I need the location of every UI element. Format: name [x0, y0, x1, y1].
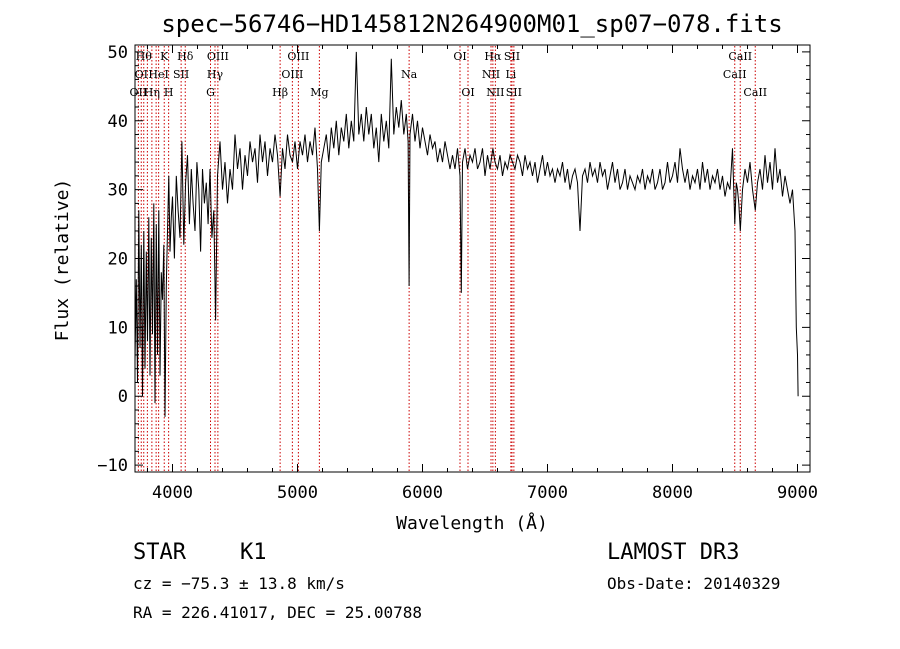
x-tick-label: 6000: [402, 483, 443, 503]
line-marker-label: HeI: [148, 68, 168, 81]
y-tick-label: 30: [108, 181, 128, 201]
line-marker-label: H: [164, 86, 174, 99]
x-tick-label: 5000: [277, 483, 318, 503]
plot-frame: [134, 44, 811, 473]
line-marker-label: Li: [505, 68, 516, 81]
line-marker-label: OI: [453, 50, 466, 63]
x-tick-label: 9000: [777, 483, 818, 503]
line-marker-label: G: [206, 86, 215, 99]
line-marker-label: SII: [173, 68, 189, 81]
object-class: STAR: [133, 540, 186, 565]
x-axis-ticks: 4000 5000 6000 7000 8000 9000: [147, 45, 818, 503]
line-marker-label: Hγ: [207, 68, 224, 81]
x-tick-label: 7000: [527, 483, 568, 503]
line-marker-label: OI: [135, 68, 148, 81]
line-marker-label: SII: [504, 50, 520, 63]
line-marker-label: OI: [461, 86, 474, 99]
y-tick-label: 10: [108, 318, 128, 338]
survey-name: LAMOST DR3: [607, 540, 740, 565]
obs-date: Obs-Date: 20140329: [607, 574, 781, 593]
line-marker-label: Hβ: [272, 86, 288, 99]
y-axis-ticks: −10 0 10 20 30 40 50: [97, 43, 810, 476]
line-marker-label: Hα: [484, 50, 502, 63]
chart-title: spec−56746−HD145812N264900M01_sp07−078.f…: [161, 10, 782, 38]
line-marker-label: NII: [486, 86, 504, 99]
line-marker-label: OIII: [207, 50, 229, 63]
spectrum-line: [134, 51, 799, 417]
y-tick-label: 50: [108, 43, 128, 63]
y-tick-label: 0: [118, 387, 128, 407]
line-marker-label: Hδ: [177, 50, 194, 63]
line-marker-label: Mg: [310, 86, 328, 99]
line-marker-label: Hη: [144, 86, 160, 99]
line-marker-label: OII: [130, 86, 148, 99]
y-axis-label: Flux (relative): [52, 179, 73, 342]
line-marker-labels: OII OI Hθ Hη HeI K H SII Hδ G Hγ OIII Hβ OIII OIII Mg Na…: [130, 50, 768, 99]
line-marker-label: OIII: [287, 50, 309, 63]
object-subclass: K1: [240, 540, 267, 565]
x-axis-label: Wavelength (Å): [396, 512, 548, 534]
y-tick-label: 20: [108, 250, 128, 270]
line-marker-label: CaII: [728, 50, 752, 63]
line-marker-label: Hθ: [136, 50, 153, 63]
y-tick-label: 40: [108, 112, 128, 132]
x-tick-label: 8000: [652, 483, 693, 503]
line-markers: [137, 46, 756, 471]
line-marker-label: CaII: [743, 86, 767, 99]
ra-dec-text: RA = 226.41017, DEC = 25.00788: [133, 603, 422, 622]
line-marker-label: NII: [482, 68, 500, 81]
y-tick-label: −10: [97, 456, 128, 476]
x-tick-label: 4000: [152, 483, 193, 503]
line-marker-label: CaII: [723, 68, 747, 81]
line-marker-label: K: [160, 50, 169, 63]
line-marker-label: SII: [506, 86, 522, 99]
redshift-text: cz = −75.3 ± 13.8 km/s: [133, 574, 345, 593]
line-marker-label: OIII: [281, 68, 303, 81]
line-marker-label: Na: [401, 68, 418, 81]
